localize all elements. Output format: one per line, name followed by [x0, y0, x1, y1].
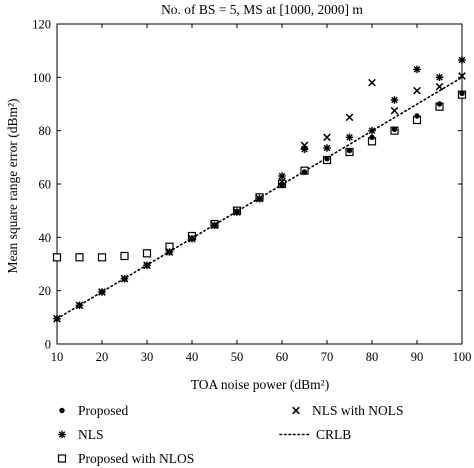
legend-entry-proposed: Proposed [59, 403, 128, 418]
nls-with-nols-point [53, 314, 61, 323]
nls-point [413, 65, 421, 74]
y-tick-label: 60 [39, 178, 52, 192]
x-tick-label: 40 [186, 350, 199, 364]
nls-with-nols-point [75, 301, 84, 310]
proposed-point [391, 126, 398, 133]
legend: Proposed NLS Proposed with NLOS NLS with NO… [57, 403, 404, 466]
x-tick-label: 80 [366, 350, 379, 364]
y-tick-label: 80 [39, 124, 52, 138]
nls-point [300, 145, 309, 154]
legend-label: NLS [78, 427, 104, 442]
legend-entry-crlb: CRLB [279, 427, 351, 442]
chart-title: No. of BS = 5, MS at [1000, 2000] m [161, 2, 363, 17]
nls-point [435, 73, 444, 82]
proposed-point [436, 101, 443, 107]
x-tick-label: 60 [276, 350, 289, 364]
legend-swatch [292, 406, 300, 415]
nls-with-nols-point [300, 141, 309, 150]
nls-with-nols-point [435, 82, 444, 91]
legend-swatch [58, 430, 66, 439]
nls-with-nols-point [188, 234, 196, 243]
nls-with-nols-point [345, 113, 354, 122]
legend-label: Proposed with NLOS [78, 451, 194, 466]
plot-frame [56, 23, 463, 345]
proposed-with-nlos-point [97, 253, 107, 262]
legend-entry-proposed-with-nlos: Proposed with NLOS [57, 451, 194, 466]
proposed-point [459, 90, 465, 97]
plot-area: 10 20 30 40 50 60 70 80 90 100 0 20 40 60 80 100 120 [32, 18, 471, 365]
nls-point [368, 126, 376, 135]
nls-point [458, 56, 466, 64]
nls-point [390, 96, 399, 104]
nls-with-nols-point [278, 177, 286, 186]
nls-with-nols-point [390, 106, 399, 115]
proposed-with-nlos-point [52, 253, 62, 262]
proposed-point [369, 134, 375, 141]
y-tick-label: 40 [39, 231, 52, 245]
nls-with-nols-point [143, 261, 151, 270]
legend-entry-nls-with-nols: NLS with NOLS [292, 403, 404, 418]
legend-label: NLS with NOLS [312, 403, 404, 418]
proposed-point [279, 182, 285, 189]
proposed-with-nlos-point [75, 253, 84, 262]
x-tick-label: 30 [141, 350, 154, 364]
proposed-point [324, 155, 330, 162]
legend-swatch [57, 454, 67, 463]
nls-point [323, 144, 331, 152]
legend-label: CRLB [316, 427, 351, 442]
nls-with-nols-point [368, 78, 376, 87]
legend-label: Proposed [78, 403, 128, 418]
legend-swatch [59, 407, 65, 414]
proposed-with-nlos-point [142, 249, 152, 258]
nls-point [345, 133, 354, 142]
nls-with-nols-point [458, 72, 466, 80]
nls-point [278, 172, 286, 180]
x-tick-label: 70 [321, 350, 334, 364]
nls-with-nols-point [233, 208, 241, 216]
nls-with-nols-point [255, 194, 264, 203]
y-tick-label: 100 [32, 71, 51, 85]
x-tick-label: 10 [51, 350, 64, 364]
y-axis-label: Mean square range error (dBm²) [5, 99, 20, 274]
y-tick-label: 120 [32, 18, 51, 32]
nls-with-nols-point [323, 133, 331, 142]
x-tick-label: 100 [453, 350, 472, 364]
nls-with-nols-point [98, 288, 106, 296]
x-tick-label: 50 [231, 350, 244, 364]
x-axis-label: TOA noise power (dBm²) [191, 377, 329, 392]
y-tick-label: 20 [39, 284, 52, 298]
nls-with-nols-point [413, 86, 421, 95]
nls-with-nols-point [210, 221, 219, 230]
proposed-point [414, 113, 420, 119]
legend-entry-nls: NLS [58, 427, 104, 442]
x-tick-label: 20 [96, 350, 109, 364]
proposed-with-nlos-point [120, 251, 129, 261]
proposed-point [346, 147, 353, 154]
proposed-point [301, 169, 308, 175]
nls-with-nols-point [120, 274, 129, 283]
nls-with-nols-point [165, 248, 174, 256]
x-tick-label: 90 [411, 350, 424, 364]
y-tick-label: 0 [45, 338, 51, 352]
